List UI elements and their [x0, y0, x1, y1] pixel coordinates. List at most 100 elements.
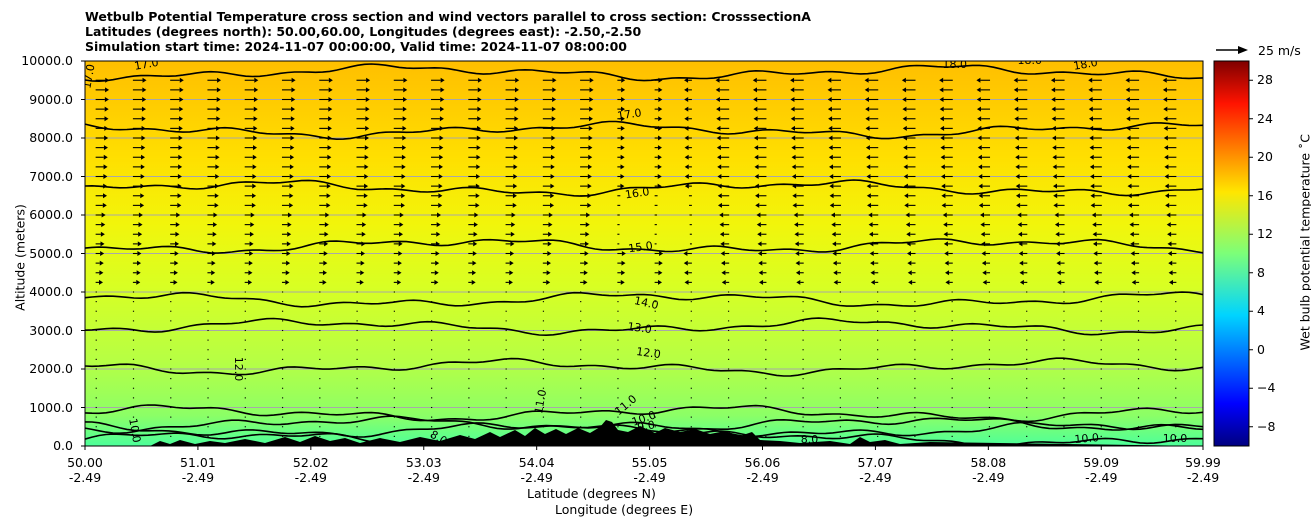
wind-vector-head	[1017, 212, 1022, 218]
wind-vector-head	[175, 222, 180, 228]
wind-vector-head	[658, 279, 663, 285]
wind-vector-head	[794, 241, 799, 247]
wind-vector-head	[865, 106, 870, 112]
wind-vector-head	[716, 145, 721, 151]
wind-vector-head	[177, 174, 182, 179]
wind-vector-head	[756, 212, 761, 218]
wind-vector-head	[509, 260, 514, 266]
wind-vector-head	[620, 145, 625, 151]
wind-vector-head	[248, 260, 253, 266]
wind-vector-head	[177, 202, 182, 208]
wind-vector-head	[1166, 212, 1171, 218]
wind-vector-head	[248, 279, 253, 285]
wind-vector-head	[684, 97, 689, 102]
wind-vector-head	[253, 135, 258, 141]
wind-vector-head	[944, 251, 949, 256]
wind-vector-head	[286, 260, 291, 266]
wind-vector-head	[105, 87, 110, 93]
wind-vector-head	[1164, 193, 1169, 199]
wind-vector-head	[939, 106, 944, 112]
wind-vector-head	[1162, 87, 1167, 93]
wind-vector-head	[753, 116, 758, 122]
wind-vector-head	[434, 279, 439, 285]
wind-vector-head	[831, 222, 836, 228]
wind-vector-head	[364, 183, 369, 189]
wind-vector-head	[100, 231, 105, 237]
wind-vector-head	[546, 279, 551, 285]
wind-vector-head	[477, 87, 482, 93]
wind-vector-head	[757, 241, 762, 247]
wind-vector-head	[684, 87, 689, 93]
wind-vector-head	[102, 202, 107, 208]
wind-vector-head	[1013, 77, 1018, 83]
wind-vector-head	[794, 231, 799, 237]
wind-vector-head	[828, 125, 833, 131]
y-tick-label: 7000.0	[29, 168, 73, 184]
wind-vector-head	[827, 106, 832, 112]
wind-vector-head	[717, 193, 722, 199]
wind-vector-head	[982, 270, 987, 276]
wind-vector-head	[476, 135, 481, 141]
wind-vector-head	[438, 183, 443, 189]
wind-vector-head	[1126, 106, 1131, 112]
wind-vector-head	[1094, 270, 1099, 276]
wind-vector-head	[515, 87, 520, 93]
wind-vector-head	[620, 125, 625, 131]
wind-vector-head	[287, 222, 292, 228]
wind-vector-head	[620, 135, 625, 141]
wind-vector-head	[215, 154, 220, 160]
wind-vector-head	[364, 164, 369, 170]
wind-vector-head	[103, 193, 108, 199]
wind-vector-head	[828, 154, 833, 160]
wind-vector-head	[977, 135, 982, 141]
wind-vector-head	[754, 145, 759, 151]
wind-vector-head	[684, 174, 689, 179]
wind-vector-head	[214, 193, 219, 199]
wind-vector-head	[940, 145, 945, 151]
wind-vector-head	[1167, 231, 1172, 237]
wind-vector-head	[434, 270, 439, 276]
wind-vector-head	[1089, 164, 1094, 170]
wind-vector-head	[903, 154, 908, 160]
wind-vector-head	[211, 260, 216, 266]
wind-vector-head	[179, 87, 184, 93]
wind-vector-head	[940, 135, 945, 141]
wind-vector-head	[215, 145, 220, 151]
wind-vector-head	[717, 202, 722, 208]
wind-vector-head	[365, 87, 370, 93]
wind-vector-head	[833, 279, 838, 285]
wind-vector-head	[1090, 174, 1095, 179]
wind-vector-head	[361, 231, 366, 237]
x-tick-lat: 53.03	[405, 455, 442, 470]
wind-vector-head	[1051, 97, 1056, 102]
wind-vector-head	[326, 174, 331, 179]
contour-line-12.0	[85, 357, 1203, 377]
wind-vector-head	[1055, 231, 1060, 237]
wind-vector-head	[620, 279, 625, 285]
wind-vector-head	[684, 154, 689, 160]
wind-vector-head	[551, 135, 556, 141]
contour-lines	[85, 63, 1203, 446]
wind-vector-head	[472, 270, 477, 276]
wind-key-label: 25 m/s	[1258, 43, 1301, 58]
wind-vector-head	[438, 193, 443, 199]
wind-vector-head	[179, 106, 184, 112]
colorbar-tick-label: 20	[1257, 149, 1273, 165]
wind-vector-head	[759, 279, 764, 285]
wind-vector-head	[510, 231, 515, 237]
wind-vector-head	[249, 241, 254, 247]
wind-vector-head	[514, 97, 519, 102]
wind-vector-head	[1164, 164, 1169, 170]
wind-vector-head	[1014, 116, 1019, 122]
wind-vector-head	[976, 97, 981, 102]
wind-vector-head	[796, 279, 801, 285]
wind-vector-head	[178, 164, 183, 170]
wind-vector-head	[365, 135, 369, 141]
wind-vector-head	[1053, 193, 1058, 199]
wind-vector-head	[512, 202, 517, 208]
wind-vector-head	[864, 87, 869, 93]
wind-vector-head	[401, 174, 406, 179]
wind-vector-head	[939, 97, 944, 102]
wind-vector-head	[1089, 145, 1094, 151]
wind-vector-head	[397, 279, 402, 285]
